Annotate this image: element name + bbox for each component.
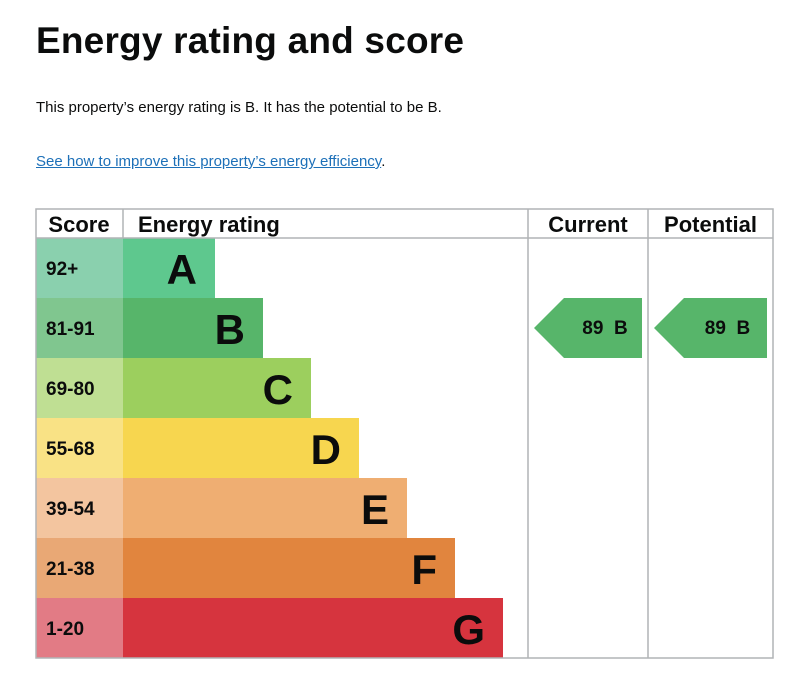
rating-letter-d: D xyxy=(311,426,341,473)
rating-bar-g xyxy=(123,598,503,658)
rating-letter-f: F xyxy=(411,546,437,593)
rating-bar-e xyxy=(123,478,407,538)
score-cell-e xyxy=(36,478,123,538)
improve-efficiency-link[interactable]: See how to improve this property’s energ… xyxy=(36,153,382,170)
score-range-d: 55-68 xyxy=(46,439,95,460)
chart-border xyxy=(35,208,774,659)
score-cell-d xyxy=(36,418,123,478)
link-suffix: . xyxy=(381,153,386,170)
score-range-c: 69-80 xyxy=(46,379,95,400)
potential-header: Potential xyxy=(664,212,757,237)
rating-letter-a: A xyxy=(167,246,197,293)
score-range-g: 1-20 xyxy=(46,619,84,640)
rating-letter-c: C xyxy=(263,366,293,413)
rating-bar-c xyxy=(123,358,311,418)
rating-bar-a xyxy=(123,238,215,298)
score-cell-c xyxy=(36,358,123,418)
rating-bands: 92+ A 81-91 B 69-80 C 55-68 D 39-54 E 21-38 F 1-20 G xyxy=(36,238,503,658)
rating-markers: 89 B 89 B xyxy=(534,298,767,358)
score-cell-a xyxy=(36,238,123,298)
rating-letter-e: E xyxy=(361,486,389,533)
rating-letter-g: G xyxy=(452,606,485,653)
rating-bar-f xyxy=(123,538,455,598)
rating-bar-d xyxy=(123,418,359,478)
score-header: Score xyxy=(48,212,109,237)
energy-rating-header: Energy rating xyxy=(138,212,280,237)
potential-rating-label: 89 B xyxy=(705,318,750,339)
current-rating-label: 89 B xyxy=(582,318,627,339)
chart-headers: Score Energy rating Current Potential xyxy=(48,212,757,237)
score-range-b: 81-91 xyxy=(46,319,95,340)
score-cell-g xyxy=(36,598,123,658)
chart-frame xyxy=(35,208,774,659)
score-cell-f xyxy=(36,538,123,598)
rating-bar-b xyxy=(123,298,263,358)
score-range-f: 21-38 xyxy=(46,559,95,580)
score-cell-b xyxy=(36,298,123,358)
page-title: Energy rating and score xyxy=(36,20,465,61)
rating-letter-b: B xyxy=(215,306,245,353)
current-header: Current xyxy=(548,212,628,237)
current-rating-arrow xyxy=(534,298,642,358)
improve-link-line: See how to improve this property’s energ… xyxy=(36,153,385,170)
score-range-a: 92+ xyxy=(46,259,78,280)
score-range-e: 39-54 xyxy=(46,499,95,520)
rating-summary: This property’s energy rating is B. It h… xyxy=(36,99,442,116)
potential-rating-arrow xyxy=(654,298,767,358)
